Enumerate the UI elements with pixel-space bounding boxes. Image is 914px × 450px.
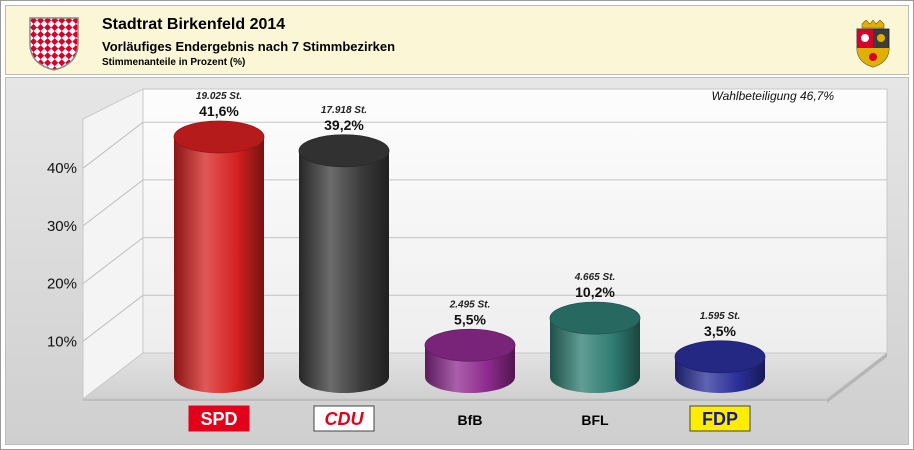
chart-header: Stadtrat Birkenfeld 2014 Vorläufiges End…	[5, 5, 909, 75]
floor-edge	[83, 399, 827, 401]
votes-label: 19.025 St.	[196, 91, 242, 102]
party-logo-box	[313, 405, 375, 432]
category-label: CDU	[325, 409, 365, 429]
bar-top	[173, 120, 265, 154]
y-tick-label: 30%	[47, 218, 77, 235]
gridline-side	[82, 237, 144, 284]
y-tick-label: 20%	[47, 276, 77, 293]
y-tick-label: 10%	[47, 333, 77, 350]
party-logo-box	[689, 405, 751, 432]
y-tick-label: 40%	[47, 160, 77, 177]
bar-bfl	[549, 301, 641, 393]
chart-title: Stadtrat Birkenfeld 2014	[102, 16, 286, 33]
bar-top	[298, 134, 390, 168]
bar-body	[550, 318, 640, 393]
bar-cdu	[298, 134, 390, 393]
bar-spd	[173, 120, 265, 393]
checkered-crest-icon	[29, 17, 79, 71]
value-label: 39,2%	[324, 117, 364, 133]
votes-label: 4.665 St.	[574, 272, 616, 283]
back-wall	[142, 88, 888, 354]
gridline-side	[82, 121, 144, 169]
value-label: 41,6%	[199, 103, 239, 119]
gridline-side	[82, 294, 144, 342]
bar-labels: 19.025 St.41,6% 17.918 St.39,2% 2.495 St.5…	[196, 91, 740, 339]
bar-bfb	[424, 328, 516, 393]
bars	[173, 120, 766, 393]
bar-body	[299, 150, 389, 393]
votes-label: 17.918 St.	[321, 105, 367, 116]
value-label: 5,5%	[454, 311, 486, 327]
turnout-annotation: Wahlbeteiligung 46,7%	[711, 89, 834, 103]
gridline-side	[82, 179, 144, 227]
category-label: BfB	[458, 412, 483, 428]
chart-subtitle: Vorläufiges Endergebnis nach 7 Stimmbezi…	[102, 39, 396, 54]
gridlines	[82, 121, 887, 342]
category-label: BFL	[581, 412, 609, 428]
category-label: FDP	[702, 409, 738, 429]
bar-body	[174, 136, 264, 393]
bar-top	[424, 328, 516, 362]
bar-top	[674, 340, 766, 374]
bar-fdp	[674, 340, 766, 393]
floor-right-edge	[827, 353, 887, 403]
category-label: SPD	[200, 409, 237, 429]
x-axis-labels: SPD CDU BfB BFL FDP	[188, 405, 751, 432]
y-axis: 10% 20% 30% 40%	[47, 160, 77, 350]
value-label: 10,2%	[575, 284, 615, 300]
party-logo-box	[188, 405, 250, 432]
votes-label: 1.595 St.	[700, 311, 741, 322]
bar-top	[549, 301, 641, 335]
value-label: 3,5%	[704, 323, 736, 339]
state-coat-of-arms-icon	[856, 20, 890, 68]
votes-label: 2.495 St.	[449, 299, 491, 310]
chart-unit-label: Stimmenanteile in Prozent (%)	[102, 57, 246, 68]
